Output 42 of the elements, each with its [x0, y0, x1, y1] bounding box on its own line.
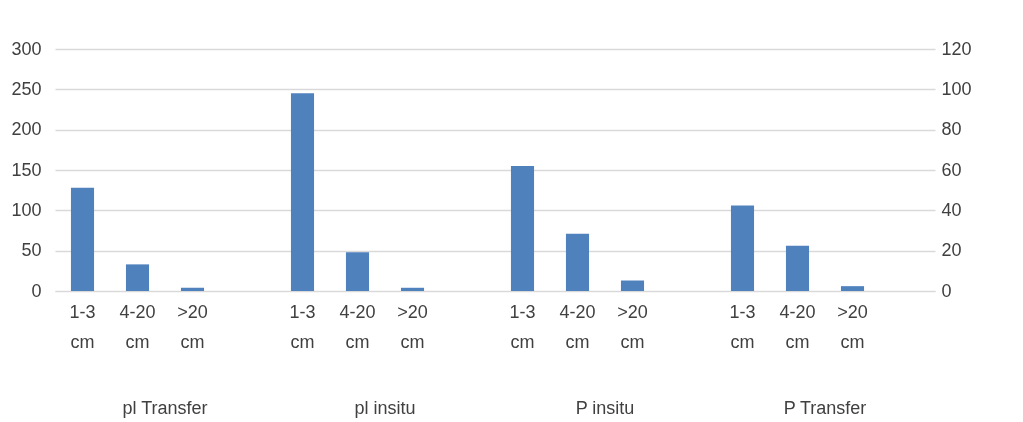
bar — [70, 187, 95, 291]
text: pl insitu — [354, 398, 416, 418]
x-tick-label: 1-3 cm — [69, 301, 96, 352]
x-tick-label: 1-3 cm — [289, 301, 316, 352]
bar — [125, 264, 150, 291]
x-tick-label: 4-20 cm — [559, 301, 596, 352]
bar — [785, 245, 810, 291]
x-tick-label: 1-3 cm — [509, 301, 536, 352]
bar — [345, 252, 370, 291]
x-tick-label: >20 cm — [397, 301, 428, 352]
bar — [565, 233, 590, 291]
bar — [180, 287, 205, 291]
x-tick-label: 4-20 cm — [119, 301, 156, 352]
bar — [510, 165, 535, 291]
y2-tick-label: 80 — [941, 119, 962, 140]
x-tick-label: >20 cm — [177, 301, 208, 352]
y2-tick-label: 60 — [941, 159, 962, 180]
text: P Transfer — [783, 398, 867, 418]
bar — [400, 287, 425, 291]
y2-tick-label: 100 — [941, 78, 972, 99]
x-tick-label: 1-3 cm — [729, 301, 756, 352]
text: P insitu — [575, 398, 635, 418]
x-tick-label: >20 cm — [617, 301, 648, 352]
y-tick-label: 100 — [11, 199, 42, 220]
y-tick-label: 0 — [31, 280, 42, 301]
x-tick-label: >20 cm — [837, 301, 868, 352]
y-tick-label: 300 — [11, 38, 42, 59]
y2-tick-label: 120 — [941, 38, 972, 59]
y2-tick-label: 40 — [941, 199, 962, 220]
y2-tick-label: 0 — [941, 280, 952, 301]
y-tick-label: 50 — [21, 240, 42, 261]
bar — [730, 205, 755, 291]
text: pl Transfer — [122, 398, 208, 418]
y-tick-label: 150 — [11, 159, 42, 180]
bar — [620, 280, 645, 291]
bar — [840, 286, 865, 291]
x-tick-label: 4-20 cm — [339, 301, 376, 352]
y-tick-label: 250 — [11, 78, 42, 99]
y2-tick-label: 20 — [941, 240, 962, 261]
bar — [290, 93, 315, 291]
x-tick-label: 4-20 cm — [779, 301, 816, 352]
y-tick-label: 200 — [11, 119, 42, 140]
